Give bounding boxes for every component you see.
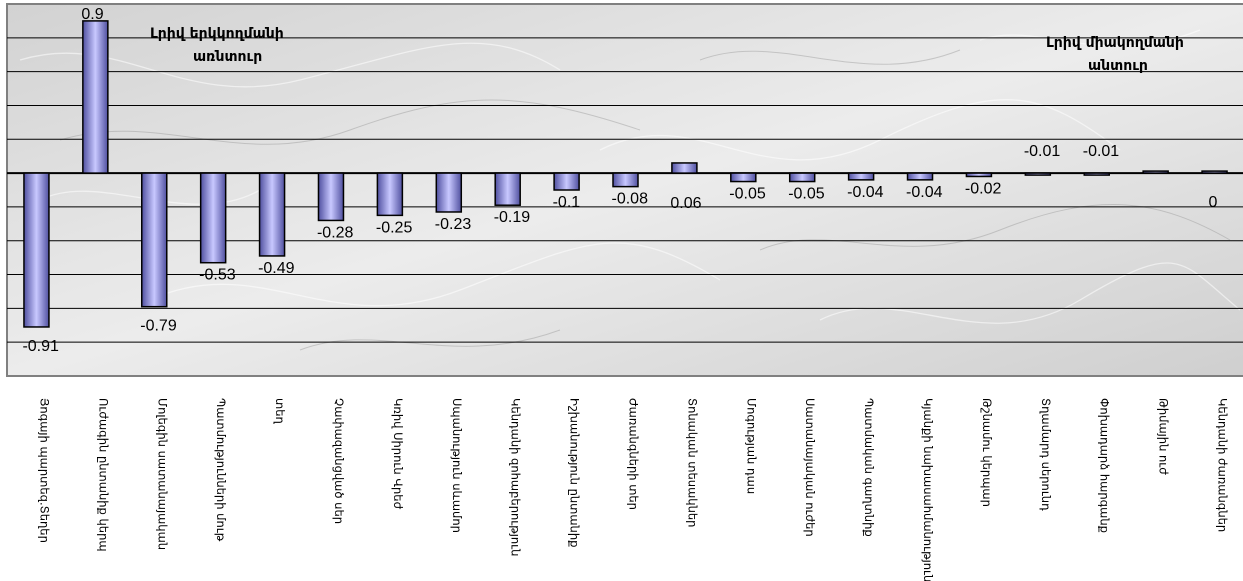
value-label-11: -0.08 — [612, 191, 649, 208]
bar-21 — [1201, 170, 1228, 174]
bar-20 — [1142, 170, 1169, 174]
annotation-left-line1: Լրիվ երկկողմանի — [150, 26, 284, 42]
value-label-3: -0.79 — [140, 318, 177, 335]
bar-3 — [141, 172, 168, 308]
bar-15 — [847, 172, 875, 181]
category-label-6: Չափազանցված սեր — [332, 398, 346, 524]
value-label-9: -0.19 — [494, 209, 531, 226]
category-label-15: Պատմական գաղտնիք — [862, 398, 876, 537]
annotation-right-line2: անտուր — [1088, 58, 1148, 74]
value-labels: -0.91 0.9 -0.79 -0.53 -0.49 -0.28 -0.25 -0.23 -0… — [22, 6, 1217, 355]
bars — [23, 20, 1228, 328]
category-label-19: Փոխադարձ հարգանք — [1098, 398, 1112, 533]
bar-2 — [82, 20, 109, 174]
bar-5 — [258, 172, 286, 257]
bar-12 — [671, 162, 698, 174]
bar-10 — [553, 172, 580, 191]
category-label-17: Թշնամու կերպար — [980, 398, 994, 507]
category-label-16: Կյանքի նախասահմանություն — [921, 398, 935, 581]
value-label-16: -0.04 — [906, 184, 943, 201]
bar-8 — [435, 172, 463, 213]
category-label-12: Տոնական տեսակներ — [685, 398, 699, 527]
value-label-18: -0.01 — [1024, 143, 1061, 160]
annotation-right: Լրիվ միակողմանի անտուր — [1046, 35, 1184, 74]
category-labels: Յոգայի պարտեզ.Տեղեր Ուժագին ընտանիք կերպ Մ… — [37, 398, 1229, 581]
bar-18 — [1024, 172, 1052, 176]
category-label-2: Ուժագին ընտանիք կերպ — [96, 398, 110, 552]
value-label-2: 0.9 — [81, 6, 103, 23]
bar-17 — [965, 172, 993, 178]
value-label-13: -0.05 — [729, 186, 766, 203]
value-label-5: -0.49 — [258, 260, 295, 277]
bar-1 — [23, 172, 50, 328]
value-label-4: -0.53 — [199, 267, 236, 284]
value-label-1: -0.91 — [22, 338, 59, 355]
bar-9 — [494, 172, 521, 206]
category-label-7: Կռիվ Սիրուն Վրեժ — [391, 398, 405, 510]
annotation-left: Լրիվ երկկողմանի առնտուր — [150, 26, 284, 65]
annotation-right-line1: Լրիվ միակողմանի — [1046, 35, 1184, 51]
category-label-4: Պատմությունների մութ — [214, 398, 228, 542]
category-label-8: Սպանություն սևամոր — [450, 398, 464, 533]
value-label-10: -0.1 — [553, 194, 581, 211]
value-label-6: -0.28 — [317, 224, 354, 241]
bar-14 — [788, 172, 816, 183]
bar-7 — [376, 172, 404, 217]
value-label-15: -0.04 — [847, 184, 884, 201]
value-label-14: -0.05 — [788, 186, 825, 203]
value-label-21: 0 — [1209, 194, 1218, 211]
category-label-13: Մոգության դաս — [744, 398, 758, 494]
category-label-3: Մոլեգին սատանայական — [155, 398, 169, 550]
bar-4 — [199, 172, 227, 264]
value-label-12: 0.06 — [670, 195, 701, 212]
category-label-10: Իշխանություն ընտանիք — [568, 398, 582, 547]
value-label-17: -0.02 — [965, 180, 1002, 197]
annotation-left-line2: առնտուր — [193, 49, 262, 65]
category-label-11: Ժառանգների տեր — [627, 398, 641, 510]
bar-13 — [730, 172, 757, 183]
bar-6 — [317, 172, 345, 222]
category-label-20: Թիմային ուժ — [1157, 398, 1171, 475]
value-label-8: -0.23 — [435, 216, 472, 233]
value-label-7: -0.25 — [376, 219, 413, 236]
bar-19 — [1083, 172, 1110, 176]
category-label-5: տեղ — [273, 398, 287, 424]
category-label-9: Կենդանի զոհաբերություն — [509, 398, 523, 556]
category-label-18: Տղամարդ սերունդ — [1039, 398, 1053, 511]
bar-16 — [906, 172, 934, 181]
category-label-1: Յոգայի պարտեզ.Տեղեր — [37, 398, 51, 543]
category-label-21: Կենդանի ժառանգներ — [1216, 398, 1230, 532]
category-label-14: Սատանայական ուժեր — [803, 398, 817, 537]
value-label-19: -0.01 — [1083, 143, 1120, 160]
bar-11 — [612, 172, 639, 188]
